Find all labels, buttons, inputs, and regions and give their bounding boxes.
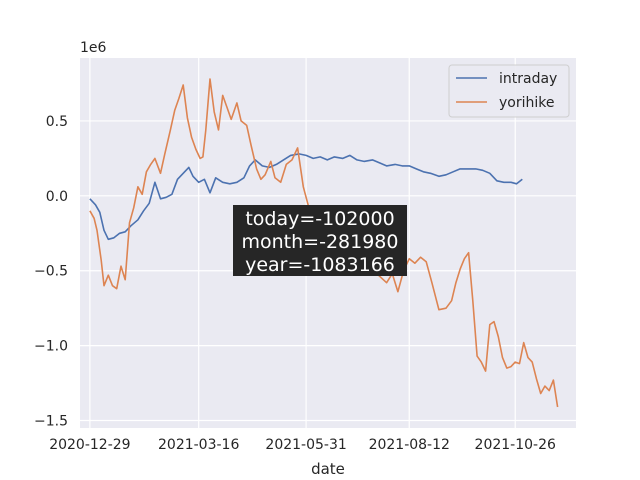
annotation-line-month: month=-281980 bbox=[242, 231, 399, 253]
legend-label-intraday: intraday bbox=[499, 71, 557, 87]
legend: intraday yorihike bbox=[448, 64, 570, 118]
x-tick-label: 2020-12-29 bbox=[49, 437, 130, 453]
series-line-intraday bbox=[89, 153, 523, 241]
y-tick-label: −0.5 bbox=[34, 264, 68, 280]
annotation-box: today=-102000 month=-281980 year=-108316… bbox=[233, 205, 407, 276]
x-tick-label: 2021-08-12 bbox=[369, 437, 450, 453]
annotation-line-today: today=-102000 bbox=[245, 208, 394, 230]
y-tick-label: −1.5 bbox=[34, 414, 68, 430]
y-tick-label: −1.0 bbox=[34, 339, 68, 355]
tick-labels: 2020-12-29 2021-03-16 2021-05-31 2021-08-12… bbox=[34, 114, 556, 453]
y-scale-label: 1e6 bbox=[80, 40, 107, 56]
series-layer bbox=[89, 78, 559, 408]
x-tick-label: 2021-03-16 bbox=[158, 437, 239, 453]
y-tick-label: 0.0 bbox=[46, 189, 68, 205]
annotation-background bbox=[233, 205, 407, 276]
x-tick-label: 2021-05-31 bbox=[265, 437, 346, 453]
y-tick-label: 0.5 bbox=[46, 114, 68, 130]
x-tick-label: 2021-10-26 bbox=[475, 437, 556, 453]
annotation-line-year: year=-1083166 bbox=[245, 254, 395, 276]
legend-label-yorihike: yorihike bbox=[499, 95, 554, 111]
series-line-yorihike bbox=[89, 78, 559, 408]
x-axis-label: date bbox=[311, 460, 345, 478]
